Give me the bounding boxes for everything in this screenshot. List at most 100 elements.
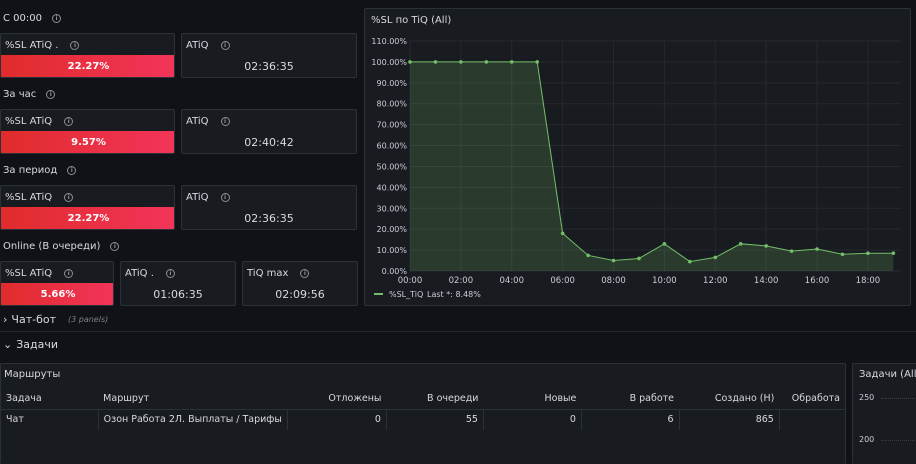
stat-panel-atiq-day[interactable]: ATiQ i 02:36:35 — [181, 33, 357, 78]
tasks-chart-panel[interactable]: Задачи (All) 250 200 — [852, 363, 916, 464]
data-point — [789, 249, 794, 253]
data-point — [560, 231, 565, 236]
data-point — [866, 251, 870, 256]
stat-panel-atiq-hour[interactable]: ATiQ i 02:40:42 — [181, 109, 357, 154]
data-point — [891, 251, 896, 256]
y-tick-label: 100.00% — [371, 58, 407, 67]
stat-panel-atiq-online[interactable]: ATiQ .i 01:06:35 — [120, 261, 236, 306]
row-chatbot[interactable]: › Чат-бот (3 panels) — [3, 313, 109, 326]
column-header[interactable]: Отложены — [287, 388, 387, 410]
chevron-right-icon: › — [3, 313, 8, 326]
stat-value: 02:36:35 — [244, 60, 294, 73]
table-cell: 0 — [483, 409, 582, 430]
info-icon[interactable]: i — [220, 117, 230, 126]
column-header[interactable]: Задача — [1, 388, 99, 410]
section-label-online: Online (В очереди) i — [3, 241, 120, 252]
info-icon[interactable]: i — [110, 242, 120, 251]
x-tick-label: 00:00 — [398, 276, 423, 286]
y-tick-label: 20.00% — [376, 225, 407, 234]
stat-panel-atiq-period[interactable]: ATiQ i 02:36:35 — [181, 185, 357, 230]
data-point — [662, 242, 667, 246]
routes-panel[interactable]: Маршруты Задача Маршрут Отложены В очере… — [0, 363, 846, 464]
row-divider — [0, 331, 916, 332]
column-header[interactable]: Новые — [483, 388, 582, 410]
x-tick-label: 12:00 — [703, 276, 728, 286]
legend-label: %SL_TiQ — [389, 290, 423, 299]
table-cell: 0 — [287, 409, 387, 430]
stat-value: 02:36:35 — [244, 212, 294, 225]
info-icon[interactable]: i — [64, 269, 74, 278]
x-tick-label: 10:00 — [652, 276, 677, 286]
section-label-period: За период i — [3, 165, 77, 176]
y-tick-label: 80.00% — [376, 100, 407, 109]
column-header[interactable]: Создано (Н) — [679, 388, 780, 410]
column-header[interactable]: В работе — [581, 388, 680, 410]
data-point — [713, 255, 718, 260]
y-tick-label: 250 — [859, 393, 875, 402]
y-tick-label: 30.00% — [376, 204, 407, 213]
stat-panel-sl-atiq-online[interactable]: %SL ATiQ i 5.66% — [0, 261, 114, 306]
x-tick-label: 02:00 — [449, 276, 474, 286]
info-icon[interactable]: i — [300, 269, 310, 278]
y-tick-label: 0.00% — [382, 267, 408, 276]
data-point — [815, 247, 819, 251]
stat-panel-tiq-max[interactable]: TiQ max i 02:09:56 — [242, 261, 358, 306]
info-icon[interactable]: i — [67, 166, 77, 175]
stat-value: 5.66% — [1, 283, 113, 305]
data-point — [484, 60, 489, 64]
y-tick-label: 110.00% — [371, 37, 407, 46]
column-header[interactable]: В очереди — [386, 388, 484, 410]
stat-panel-sl-atiq-hour[interactable]: %SL ATiQ i 9.57% — [0, 109, 175, 154]
stat-panel-sl-atiq-day[interactable]: %SL ATiQ .i 22.27% — [0, 33, 175, 78]
info-icon[interactable]: i — [165, 269, 175, 278]
info-icon[interactable]: i — [220, 41, 230, 50]
column-header[interactable]: Обработа — [779, 388, 845, 410]
info-icon[interactable]: i — [220, 193, 230, 202]
chevron-down-icon: ⌄ — [3, 338, 13, 351]
data-point — [586, 253, 590, 258]
data-point — [535, 60, 540, 64]
data-point — [840, 252, 845, 257]
data-point — [433, 60, 438, 64]
data-point — [637, 256, 641, 261]
stat-value: 22.27% — [1, 55, 174, 77]
chart-panel-sl-tiq[interactable]: %SL по TiQ (All) 0.00% 10.00% 20.00% 30.00%… — [364, 8, 911, 306]
section-label-since-midnight: С 00:00 i — [3, 13, 61, 24]
stat-value: 9.57% — [1, 131, 174, 153]
y-tick-label: 60.00% — [376, 142, 407, 151]
grid-line — [881, 398, 916, 399]
x-tick-label: 06:00 — [550, 276, 575, 286]
tasks-panel-title: Задачи (All) — [859, 369, 916, 380]
x-tick-label: 04:00 — [500, 276, 525, 286]
table-row[interactable]: Чат Озон Работа 2Л. Выплаты / Тарифы 0 5… — [1, 409, 845, 430]
column-header[interactable]: Маршрут — [98, 388, 288, 410]
info-icon[interactable]: i — [46, 90, 56, 99]
y-tick-label: 50.00% — [376, 162, 407, 171]
routes-panel-title: Маршруты — [4, 369, 61, 380]
chart-title: %SL по TiQ (All) — [371, 15, 452, 26]
data-point — [459, 60, 463, 64]
info-icon[interactable]: i — [51, 14, 61, 23]
y-tick-label: 40.00% — [376, 183, 407, 192]
grid-line — [881, 440, 916, 441]
y-tick-label: 200 — [859, 435, 875, 444]
info-icon[interactable]: i — [70, 41, 80, 50]
info-icon[interactable]: i — [64, 117, 74, 126]
section-label-last-hour: За час i — [3, 89, 56, 100]
data-point — [611, 258, 616, 263]
table-cell: Озон Работа 2Л. Выплаты / Тарифы — [98, 409, 288, 430]
y-tick-label: 90.00% — [376, 79, 407, 88]
x-tick-label: 14:00 — [754, 276, 779, 286]
sl-tiq-chart: 0.00% 10.00% 20.00% 30.00% 40.00% 50.00% 60.00… — [371, 37, 901, 299]
info-icon[interactable]: i — [64, 193, 74, 202]
legend-last-value: Last *: 8.48% — [427, 290, 481, 299]
stat-value: 22.27% — [1, 207, 174, 229]
x-tick-label: 08:00 — [601, 276, 626, 286]
stat-panel-sl-atiq-period[interactable]: %SL ATiQ i 22.27% — [0, 185, 175, 230]
row-tasks[interactable]: ⌄ Задачи — [3, 338, 59, 351]
stat-value: 01:06:35 — [153, 288, 203, 301]
data-point — [408, 60, 412, 64]
table-cell: 55 — [386, 409, 484, 430]
stat-value: 02:40:42 — [244, 136, 294, 149]
y-tick-label: 70.00% — [376, 121, 407, 130]
